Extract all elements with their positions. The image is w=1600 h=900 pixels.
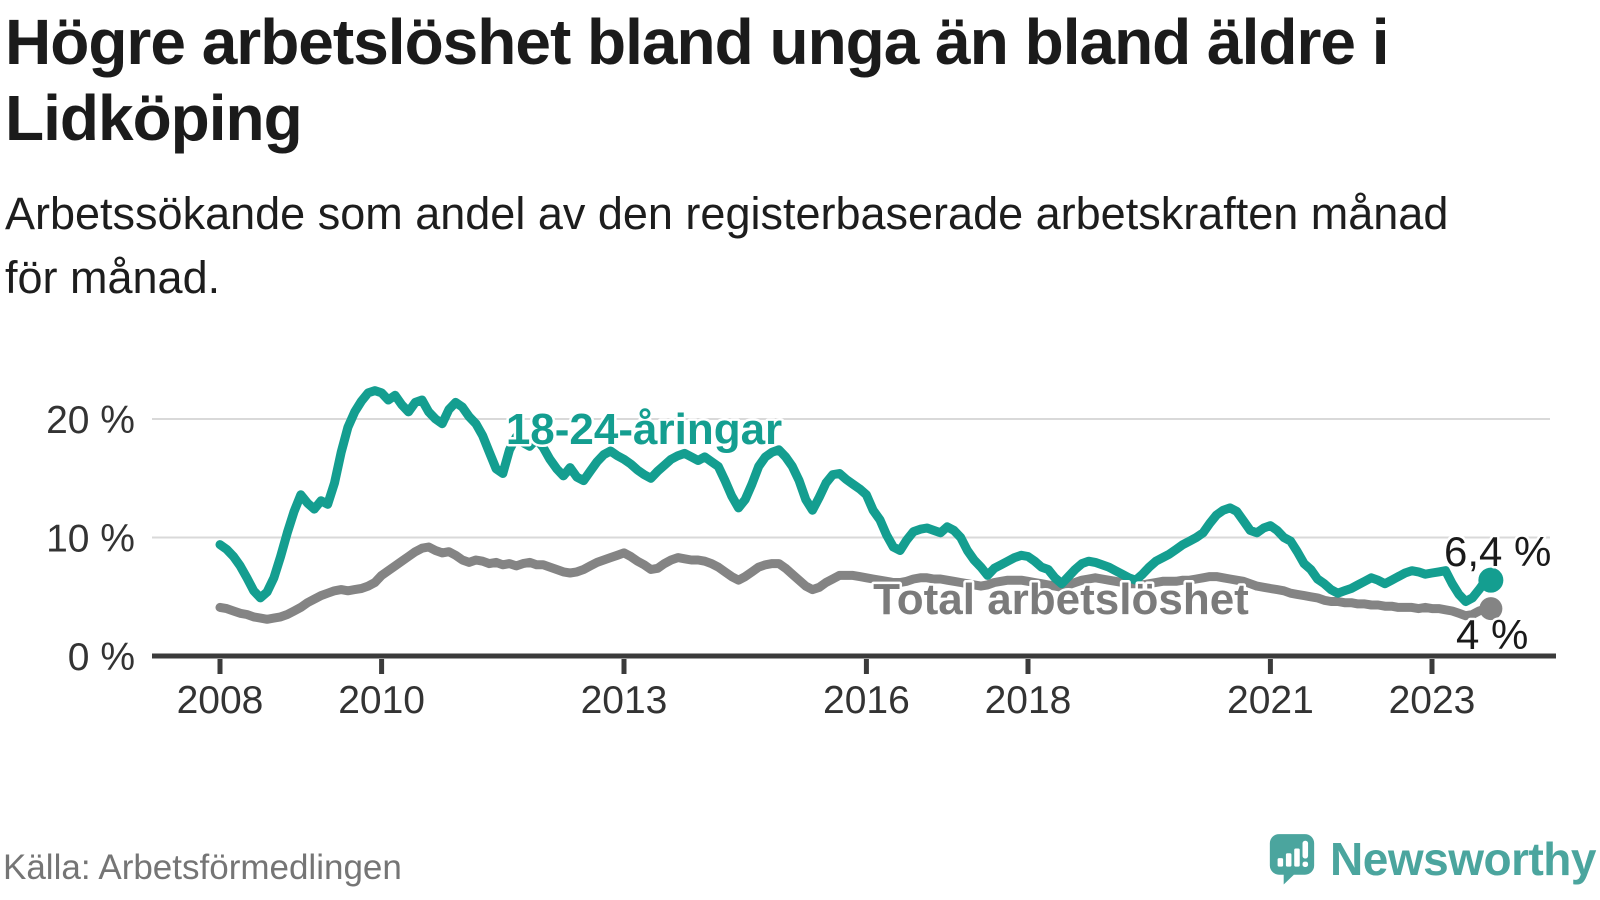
chart-subtitle-line-2: för månad.: [5, 252, 221, 303]
end-dot-total: [1479, 597, 1503, 621]
source-credit: Källa: Arbetsförmedlingen: [3, 848, 402, 887]
logo-bar-large: [1294, 848, 1300, 867]
x-tick-label: 2023: [1389, 679, 1476, 722]
newsworthy-logo: Newsworthy: [1268, 832, 1596, 886]
y-tick-label: 10 %: [46, 518, 135, 561]
x-tick-label: 2018: [985, 679, 1072, 722]
x-tick-label: 2021: [1227, 679, 1314, 722]
brand-name: Newsworthy: [1330, 833, 1596, 885]
logo-exclamation-dot: [1302, 861, 1309, 867]
series-line-18-24: [215, 386, 1491, 606]
x-tick-label: 2008: [177, 679, 264, 722]
chart-subtitle: Arbetssökande som andel av den registerb…: [5, 182, 1585, 310]
x-tick-label: 2010: [338, 679, 425, 722]
newsworthy-speech-bubble-chart-icon: [1269, 834, 1315, 885]
end-dot-18-24: [1478, 567, 1504, 593]
x-tick-label: 2013: [581, 679, 668, 722]
logo-exclamation-stem: [1302, 840, 1309, 859]
logo-bar-medium: [1285, 853, 1292, 867]
y-tick-label: 0 %: [68, 636, 135, 679]
end-value-label-18-24: 6,4 %: [1444, 528, 1551, 575]
end-value-label-total: 4 %: [1456, 611, 1528, 658]
chart-subtitle-line-1: Arbetssökande som andel av den registerb…: [5, 188, 1449, 239]
chart-plot-area: 2008 2010 2013 2016 2018 2021 2023 0 % 10 % 20 %: [46, 386, 1556, 722]
chart-title: Högre arbetslöshet bland unga än bland ä…: [5, 4, 1585, 156]
series-label-total: Total arbetslöshet: [873, 575, 1249, 624]
series-line-total: [215, 542, 1491, 624]
logo-bar-small: [1277, 858, 1284, 867]
series-label-18-24: 18-24-åringar: [506, 405, 782, 454]
chart-title-line-1: Högre arbetslöshet bland unga än bland ä…: [5, 6, 1390, 78]
y-tick-label: 20 %: [46, 399, 135, 442]
x-tick-label: 2016: [823, 679, 910, 722]
chart-title-line-2: Lidköping: [5, 82, 303, 154]
